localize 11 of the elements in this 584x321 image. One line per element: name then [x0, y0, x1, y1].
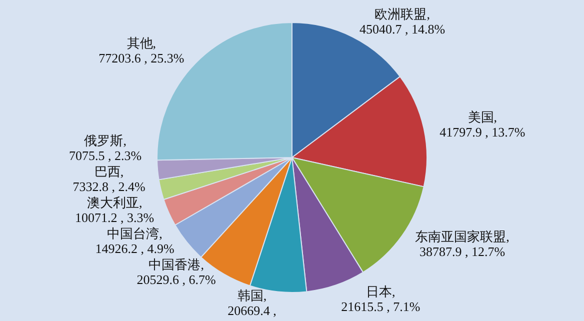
slice-label: 欧洲联盟, 45040.7 , 14.8%: [360, 6, 446, 36]
slice-label: 中国台湾, 14926.2 , 4.9%: [95, 226, 174, 256]
slice-label: 日本, 21615.5 , 7.1%: [341, 284, 420, 314]
slice-label: 澳大利亚, 10071.2 , 3.3%: [75, 194, 154, 225]
slice-label: 其他, 77203.6 , 25.3%: [98, 36, 184, 66]
slice-label: 美国, 41797.9 , 13.7%: [440, 110, 526, 140]
slice-label: 东南亚国家联盟, 38787.9 , 12.7%: [415, 228, 510, 259]
slice-label: 俄罗斯, 7075.5 , 2.3%: [69, 132, 142, 163]
slice-label: 巴西, 7332.8 , 2.4%: [72, 164, 146, 194]
slice-label: 韩国, 20669.4 ,: [228, 288, 276, 318]
slice-label: 中国香港, 20529.6 , 6.7%: [136, 256, 216, 287]
